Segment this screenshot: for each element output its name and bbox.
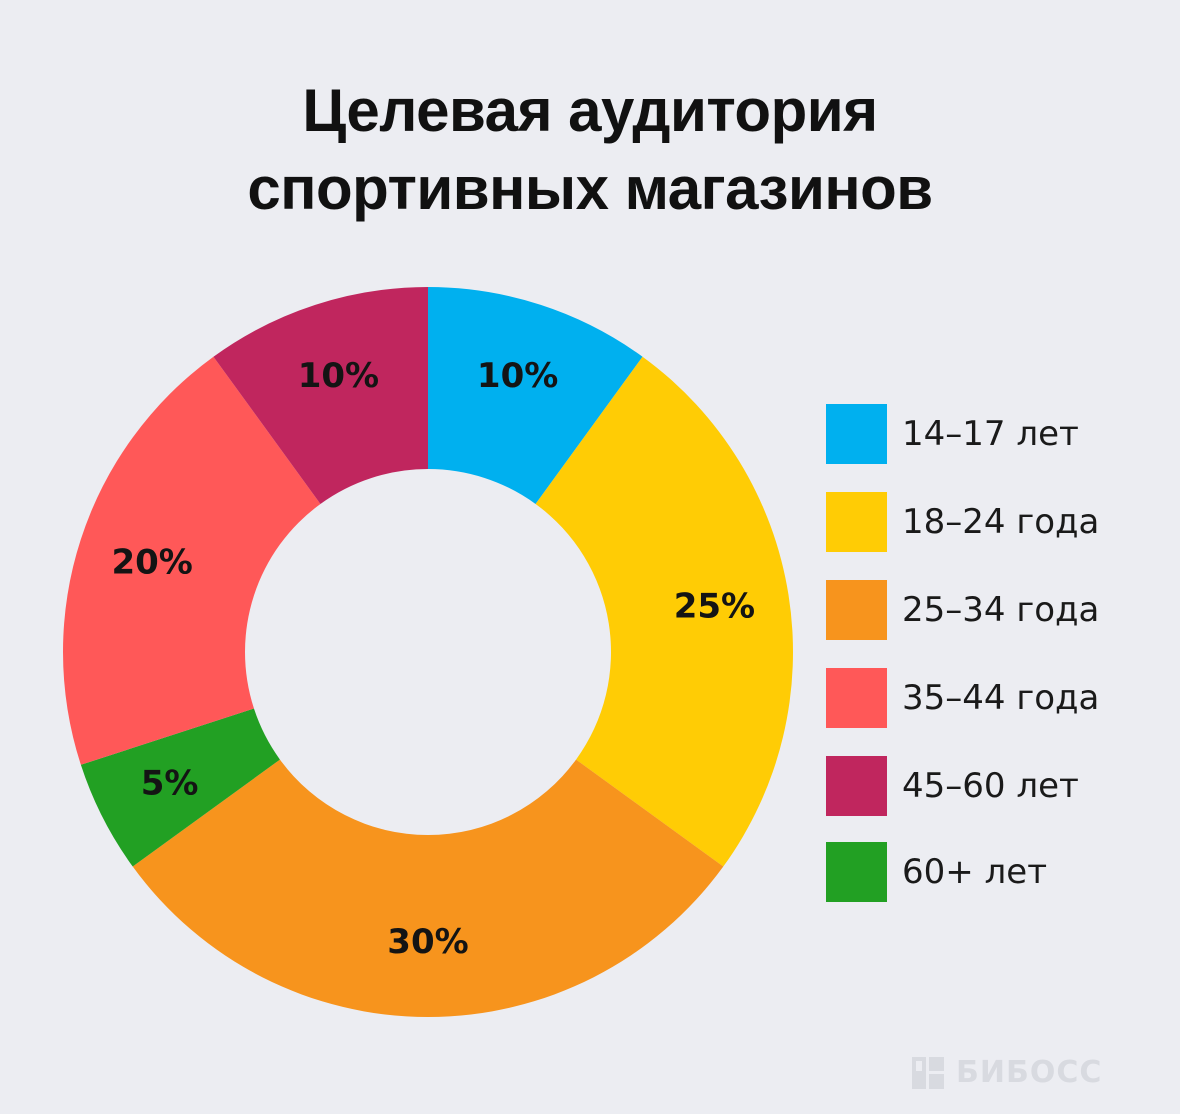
donut-slice xyxy=(535,356,793,867)
legend-item-60-plus: 60+ лет xyxy=(826,842,1166,902)
slice-value-label: 10% xyxy=(298,356,379,396)
bibos-logo-icon xyxy=(912,1057,944,1089)
slice-value-label: 10% xyxy=(477,356,558,396)
chart-title: Целевая аудитория спортивных магазинов xyxy=(0,72,1180,228)
donut-labels: 10% 25% 30% 5% 20% 10% xyxy=(111,356,755,962)
legend-swatch xyxy=(826,580,887,640)
legend-label: 45–60 лет xyxy=(902,766,1079,806)
donut-slice xyxy=(213,287,428,504)
legend-swatch xyxy=(826,668,887,728)
donut-slice xyxy=(132,759,724,1017)
donut-slices xyxy=(62,287,793,1017)
legend-item-45-60: 45–60 лет xyxy=(826,756,1166,816)
chart-title-line-2: спортивных магазинов xyxy=(247,155,933,222)
slice-value-label: 30% xyxy=(387,922,468,962)
legend-item-35-44: 35–44 года xyxy=(826,668,1166,728)
donut-slice xyxy=(80,708,280,867)
watermark-text: БИБОСС xyxy=(956,1055,1103,1090)
slice-value-label: 25% xyxy=(674,587,755,627)
legend-label: 60+ лет xyxy=(902,852,1048,892)
legend-swatch xyxy=(826,492,887,552)
legend-label: 14–17 лет xyxy=(902,414,1079,454)
legend-label: 35–44 года xyxy=(902,678,1100,718)
chart-title-line-1: Целевая аудитория xyxy=(302,77,878,144)
slice-value-label: 20% xyxy=(111,542,192,582)
legend-item-14-17: 14–17 лет xyxy=(826,404,1166,464)
legend-swatch xyxy=(826,404,887,464)
slice-value-label: 5% xyxy=(141,764,199,804)
legend-label: 25–34 года xyxy=(902,590,1100,630)
legend-label: 18–24 года xyxy=(902,502,1100,542)
legend-swatch xyxy=(826,756,887,816)
legend-item-18-24: 18–24 года xyxy=(826,492,1166,552)
legend-swatch xyxy=(826,842,887,902)
donut-slice xyxy=(428,287,643,504)
donut-slice xyxy=(62,356,321,765)
legend-item-25-34: 25–34 года xyxy=(826,580,1166,640)
